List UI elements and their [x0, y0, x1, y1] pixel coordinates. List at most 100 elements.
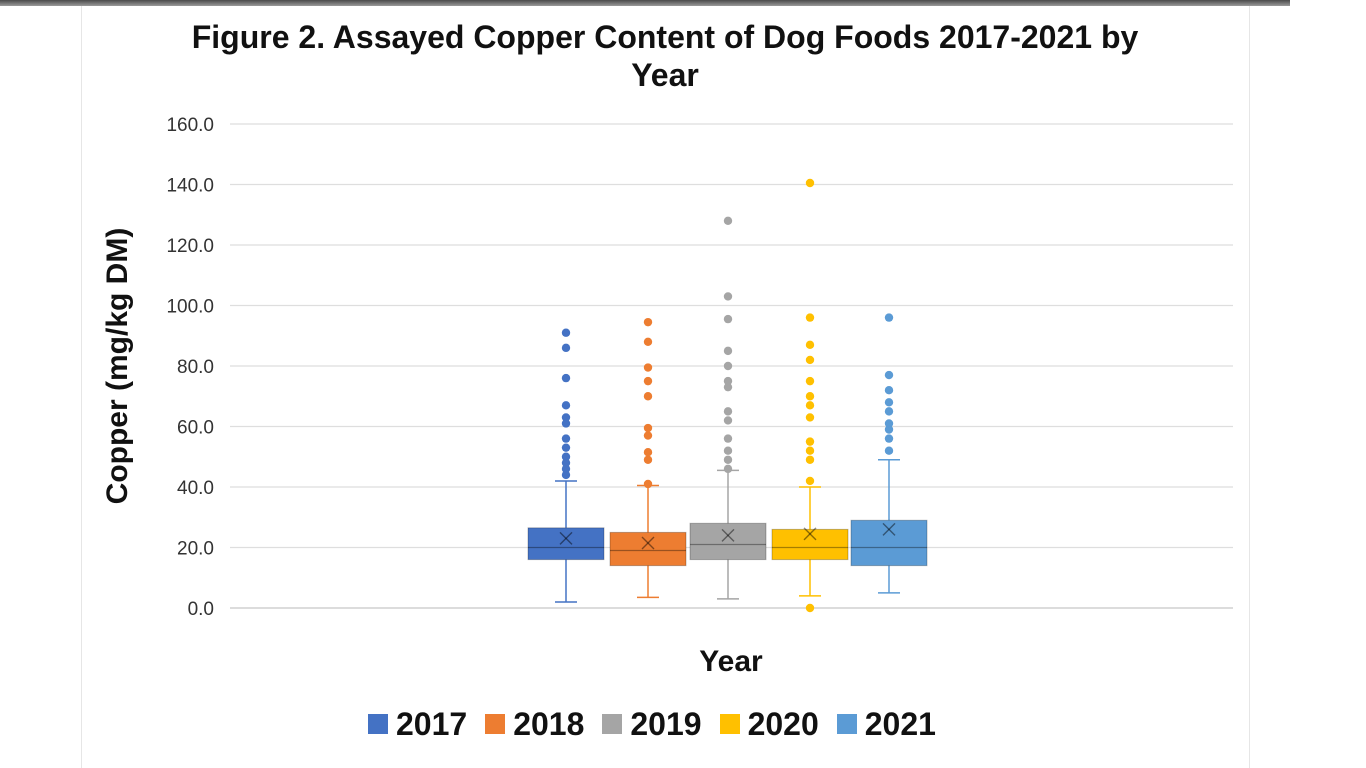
y-axis-tick-labels: 0.0 20.0 40.0 60.0 80.0 100.0 120.0 140.0 160.0 — [166, 115, 214, 620]
outlier-point — [723, 382, 733, 392]
outlier-point — [884, 425, 894, 434]
legend: 2017 2018 2019 2020 2021 — [368, 704, 954, 744]
legend-item-2017: 2017 — [368, 706, 467, 743]
box-plot-2020 — [771, 178, 849, 613]
outlier-point — [805, 178, 815, 188]
box-plots — [527, 178, 928, 613]
box-iqr — [771, 528, 849, 561]
outlier-point — [561, 470, 571, 480]
outlier-point — [561, 464, 571, 474]
outlier-point — [723, 216, 733, 225]
outlier-point — [643, 431, 653, 440]
outlier-point — [561, 343, 571, 353]
outlier-point — [884, 407, 894, 416]
box-plot-2018 — [609, 317, 687, 599]
y-tick-label: 40.0 — [177, 478, 214, 499]
outlier-point — [643, 363, 653, 372]
legend-label: 2018 — [513, 705, 585, 742]
y-tick-label: 60.0 — [177, 418, 214, 439]
outlier-point — [805, 313, 815, 322]
legend-swatch — [602, 714, 623, 734]
y-tick-label: 140.0 — [166, 176, 214, 197]
outlier-point — [643, 392, 653, 401]
outlier-point — [561, 434, 571, 443]
outlier-point — [723, 376, 733, 386]
legend-label: 2019 — [630, 705, 702, 742]
outlier-point — [723, 446, 733, 455]
outlier-point — [884, 446, 894, 455]
outlier-point — [884, 419, 894, 428]
outlier-point — [805, 392, 815, 401]
mean-marker — [803, 527, 817, 541]
outlier-point — [805, 401, 815, 410]
mean-marker — [882, 522, 896, 536]
outlier-point — [561, 373, 571, 383]
x-axis-title: Year — [699, 645, 763, 678]
outlier-point — [805, 413, 815, 422]
outlier-point — [643, 337, 653, 346]
legend-label: 2017 — [396, 705, 468, 742]
box-plot-2021 — [850, 313, 928, 594]
outlier-point — [561, 328, 571, 337]
mean-marker — [721, 528, 735, 542]
outlier-point — [805, 455, 815, 464]
y-tick-label: 100.0 — [166, 297, 214, 318]
mean-marker — [559, 531, 573, 545]
outlier-point — [561, 443, 571, 452]
legend-item-2019: 2019 — [602, 705, 702, 743]
outlier-point — [805, 603, 815, 613]
outlier-point — [723, 464, 733, 474]
outlier-point — [805, 355, 815, 365]
outlier-point — [723, 292, 733, 301]
outlier-point — [805, 376, 815, 386]
outlier-point — [805, 476, 815, 486]
legend-swatch — [485, 714, 506, 734]
legend-item-2020: 2020 — [719, 706, 819, 743]
outlier-point — [884, 313, 894, 322]
y-tick-label: 160.0 — [166, 115, 214, 136]
y-tick-label: 20.0 — [177, 539, 214, 560]
outlier-point — [884, 398, 894, 407]
outlier-point — [643, 455, 653, 464]
outlier-point — [561, 458, 571, 467]
outlier-point — [723, 416, 733, 425]
outlier-point — [561, 401, 571, 410]
legend-item-2018: 2018 — [485, 706, 584, 743]
outlier-point — [805, 437, 815, 446]
top-shadow-bar — [0, 0, 1290, 6]
mean-marker — [559, 531, 573, 545]
outlier-point — [723, 434, 733, 443]
mean-marker — [641, 536, 655, 550]
legend-item-2021: 2021 — [836, 706, 936, 743]
chart-title-line-2: Year — [631, 57, 699, 93]
outlier-point — [643, 376, 653, 386]
mean-marker — [803, 527, 817, 541]
outlier-point — [805, 446, 815, 455]
outlier-point — [884, 370, 894, 380]
box-iqr — [850, 519, 928, 567]
outlier-point — [723, 346, 733, 356]
box-iqr — [689, 522, 767, 561]
legend-swatch — [368, 714, 388, 734]
outlier-point — [884, 386, 894, 395]
outlier-point — [561, 452, 571, 461]
outlier-point — [643, 479, 653, 489]
chart-title: Figure 2. Assayed Copper Content of Dog … — [0, 18, 1330, 94]
outlier-point — [643, 317, 653, 327]
box-plot-2019 — [689, 216, 767, 600]
gridlines — [230, 123, 1233, 609]
box-iqr — [527, 527, 605, 561]
mean-marker — [721, 528, 735, 542]
outlier-point — [884, 434, 894, 443]
outlier-point — [561, 413, 571, 422]
outlier-point — [723, 314, 733, 324]
y-tick-label: 0.0 — [188, 599, 214, 620]
outlier-point — [723, 407, 733, 416]
mean-marker — [641, 536, 655, 550]
legend-swatch — [719, 714, 740, 734]
chart-title-line-1: Figure 2. Assayed Copper Content of Dog … — [191, 19, 1139, 55]
outlier-point — [643, 448, 653, 457]
outlier-point — [723, 361, 733, 371]
mean-marker — [882, 522, 896, 536]
